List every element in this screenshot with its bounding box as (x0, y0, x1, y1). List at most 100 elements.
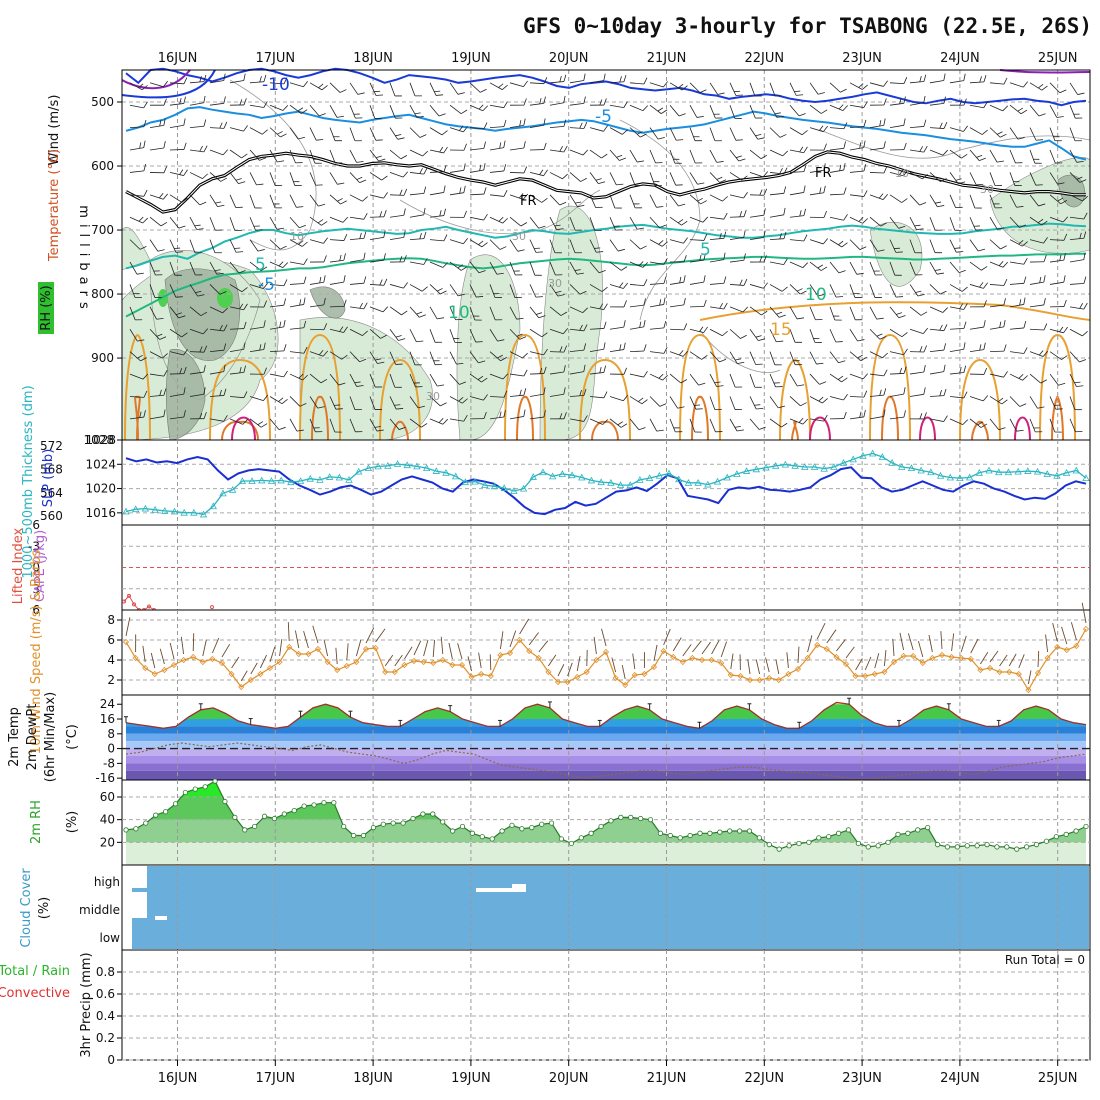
wind-barb-staff (889, 124, 904, 129)
rh2m-marker (558, 836, 565, 842)
wind-barb-flag (401, 310, 408, 316)
thickness-marker (578, 473, 586, 481)
wind-barb (789, 208, 807, 218)
wind10m-barb (478, 652, 482, 669)
wind-barb-flag (543, 96, 546, 104)
wind-barb-flag (919, 146, 923, 152)
wind-barb-flag (142, 217, 148, 224)
wind-barb (249, 127, 268, 135)
wind-barb-flag (799, 210, 802, 217)
wind-barb-flag (623, 101, 628, 108)
wind-barb-flag (318, 203, 326, 207)
temp2m-tick-label: 24 (100, 697, 115, 711)
wind-barb-staff (189, 81, 204, 84)
wind-barb-staff (269, 373, 284, 378)
wind-barb-staff (149, 82, 164, 88)
wind-barb-flag (877, 249, 885, 252)
wind-barb-flag (337, 182, 345, 185)
wind-barb (589, 73, 606, 84)
wind-barb-staff (669, 418, 676, 432)
wind-barb-flag (800, 402, 807, 407)
top-date-axis: 16JUN 17JUN 18JUN 19JUN 20JUN 21JUN 22JUN 23JUN… (158, 51, 1078, 66)
wind-barb-flag (539, 97, 542, 105)
wind-barb (1029, 418, 1043, 433)
wind-barb (629, 127, 647, 138)
wind-barb-staff (549, 239, 556, 253)
wind-barb-staff (169, 82, 184, 85)
wind-barb-staff (269, 172, 276, 186)
wind10m-barb (150, 652, 156, 669)
wind10m-barb (1070, 622, 1077, 641)
wind-barb-staff (769, 351, 776, 365)
wind10m-barb (747, 659, 751, 675)
wind-barb (1029, 216, 1048, 226)
wind-barb-staff (869, 373, 884, 377)
wind-barb-flag (699, 254, 702, 261)
wind-barb-staff (229, 239, 237, 253)
wind-barb-staff (369, 82, 377, 96)
rh2m-marker (717, 829, 723, 835)
wind-barb-flag (943, 364, 946, 372)
wind-barb-staff (389, 284, 404, 289)
wind-barb-flag (163, 388, 167, 396)
wind-barb-flag (662, 375, 668, 381)
wind-barb-staff (929, 284, 941, 295)
wind-barb-flag (638, 427, 646, 431)
wind-barb-staff (489, 104, 504, 109)
wind-barb (549, 74, 567, 84)
wind-barb (289, 320, 307, 330)
rh2m-marker (370, 824, 377, 831)
wind-barb (769, 329, 784, 343)
rh2m-marker (440, 819, 446, 825)
contour-label: FR (520, 194, 537, 209)
wind10m-marker (487, 672, 494, 680)
wind-barb (1009, 373, 1028, 381)
wind-barb-staff (829, 239, 843, 248)
wind-barb-staff (229, 127, 244, 132)
wind-barb (629, 239, 647, 250)
wind-barb-flag (1043, 237, 1048, 244)
wind-barb (669, 104, 686, 117)
wind-barb-flag (243, 125, 248, 132)
wind-barb-staff (129, 104, 144, 109)
wind-barb-staff (889, 393, 904, 397)
wind-barb-flag (243, 98, 247, 106)
wind-barb-staff (709, 373, 717, 387)
wind-barb (449, 284, 465, 297)
wind-barb-flag (1038, 203, 1046, 207)
wind-barb (889, 410, 906, 420)
wind-barb-flag (443, 234, 448, 242)
wind-barb (529, 366, 547, 375)
wind-barb (929, 324, 948, 332)
wind-barb-flag (459, 187, 462, 194)
wind-barb-flag (478, 240, 484, 245)
wind-barb (1049, 105, 1064, 118)
wind-barb (969, 300, 987, 308)
wind-barb-staff (889, 172, 904, 177)
contour-label: 30 (426, 390, 440, 403)
temp2m-tick-label: 16 (100, 712, 115, 726)
wind-barb-staff (249, 349, 264, 353)
wind-barb-staff (469, 373, 482, 383)
rh2m-marker (786, 843, 792, 849)
wind-barb-staff (689, 239, 705, 241)
wind-barb-staff (189, 393, 204, 397)
li-tick-label: -3 (28, 539, 40, 553)
wind-barb-staff (149, 239, 159, 252)
wind-barb (489, 284, 502, 298)
wind10m-barb-staff (394, 654, 403, 667)
cloud-cover-fill (132, 866, 1089, 949)
wind-barb (709, 82, 725, 95)
wind-barb (549, 412, 567, 420)
wind-barb (309, 275, 326, 285)
wind-barb (969, 149, 986, 161)
wind-barb (329, 172, 345, 185)
wind10m-barb-staff (231, 656, 240, 669)
wind-barb (829, 284, 844, 298)
wind10m-marker (785, 670, 792, 678)
rh2m-marker (252, 823, 258, 830)
wind-barb-staff (1029, 82, 1043, 91)
rh2m-marker (667, 832, 673, 839)
wind10m-barb-staff (287, 622, 290, 642)
wind-barb-flag (659, 403, 667, 407)
